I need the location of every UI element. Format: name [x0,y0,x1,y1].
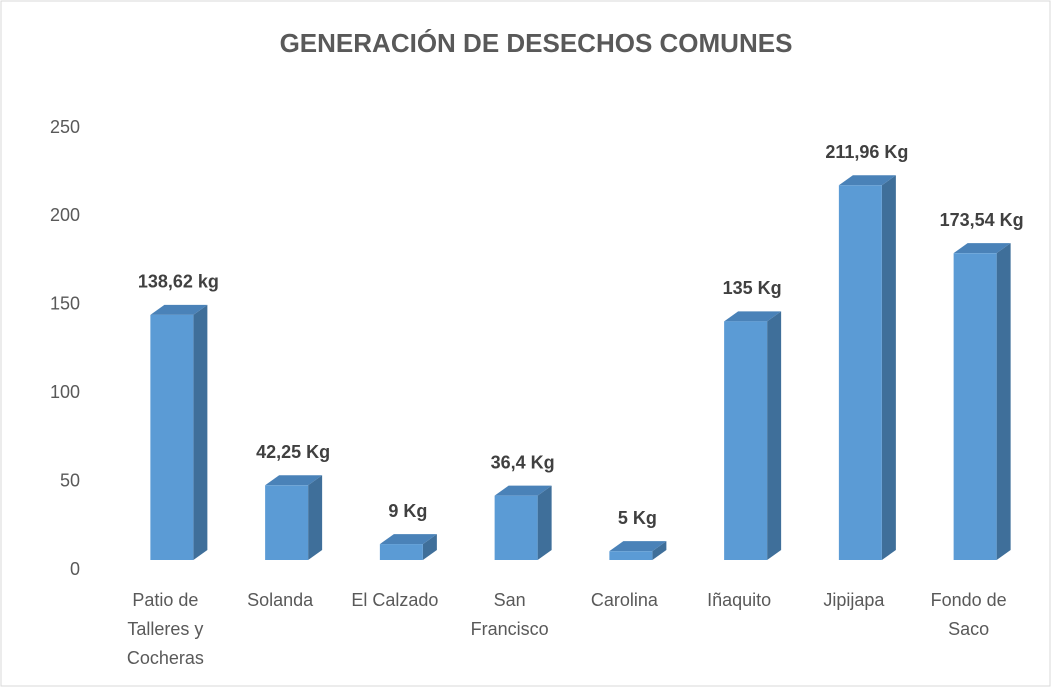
x-tick-label: San Francisco [470,590,549,639]
value-label: 173,54 Kg [940,210,1024,230]
bar-side [537,485,552,560]
x-tick-label: Iñaquito [707,590,772,610]
bar-side [652,541,667,560]
y-tick-label: 150 [50,294,80,314]
x-tick-label: Fondo de Saco [930,590,1007,639]
bar [838,175,896,561]
bar-top [838,175,896,186]
bar [265,475,323,560]
x-tick-label: Jipijapa [823,590,885,610]
bar-front [609,551,653,560]
bar [150,304,208,560]
x-tick-label: Solanda [247,590,314,610]
bar-side [422,534,437,560]
bar [379,534,437,560]
bar-top [724,311,782,322]
bar-front [953,253,997,560]
bar-side [996,243,1011,560]
x-tick-label: Patio de Talleres y Cocheras [126,590,204,668]
bar [609,541,667,560]
bar-top [379,534,437,545]
bar-front [265,485,309,560]
y-tick-label: 250 [50,117,80,137]
bar-top [494,485,552,496]
bar [494,485,552,560]
value-label: 36,4 Kg [491,452,555,472]
bar-front [838,185,882,561]
value-label: 135 Kg [723,278,782,298]
y-tick-label: 0 [70,559,80,579]
bar [953,243,1011,560]
bar-side [881,175,896,561]
value-label: 211,96 Kg [825,142,908,162]
bar-front [150,314,194,560]
bar [724,311,782,560]
value-label: 5 Kg [618,508,657,528]
chart-title: GENERACIÓN DE DESECHOS COMUNES [280,28,793,58]
y-tick-label: 200 [50,205,80,225]
value-label: 42,25 Kg [256,442,330,462]
bar-side [767,311,782,560]
bar-top [265,475,323,486]
bar-side [193,304,208,560]
x-tick-label: Carolina [590,590,658,610]
bar-top [150,304,208,315]
bar-side [308,475,323,560]
bar-top [609,541,667,552]
bar-front [379,544,423,560]
bar-top [953,243,1011,254]
x-tick-label: El Calzado [351,590,439,610]
y-tick-label: 100 [50,382,80,402]
bar-front [724,321,768,560]
value-label: 9 Kg [388,501,427,521]
bar-front [494,495,538,560]
y-tick-label: 50 [60,470,80,490]
value-label: 138,62 kg [138,272,219,292]
